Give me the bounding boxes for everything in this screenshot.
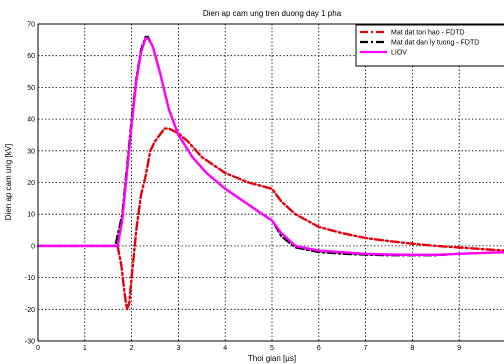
y-tick-label: 10 [27,212,35,219]
x-tick-label: 4 [223,345,227,352]
y-tick-label: 70 [27,22,35,29]
y-tick-label: 30 [27,148,35,155]
series-line-3 [36,37,504,257]
x-axis-label: Thoi gian [µs] [248,354,296,363]
legend-label: Mat dat ton hao - FDTD [391,30,465,37]
x-tick-label: 8 [410,345,414,352]
y-tick-label: 60 [27,53,35,60]
x-tick-label: 6 [317,345,321,352]
legend-box [355,24,504,67]
x-tick-label: 7 [364,345,368,352]
series-layer [36,35,504,311]
x-tick-labels: 0 1 2 3 4 5 6 7 8 9 [36,345,461,352]
x-tick-label: 2 [130,345,134,352]
x-tick-label: 5 [270,345,274,352]
y-tick-label: 0 [31,243,35,250]
y-tick-label: -20 [25,307,35,314]
legend-label: Mat dat dan ly tuong - FDTD [391,40,479,47]
y-tick-label: 40 [27,117,35,124]
chart-title: Dien ap cam ung tren duong day 1 pha [203,9,342,18]
x-tick-label: 3 [176,345,180,352]
legend: Mat dat ton hao - FDTD Mat dat dan ly tuo… [355,24,504,67]
x-tick-label: 1 [83,345,87,352]
y-tick-label: 20 [27,180,35,187]
y-tick-labels: -30 -20 -10 0 10 20 30 40 50 60 70 [25,22,35,346]
y-tick-label: -30 [25,339,35,346]
legend-label: LIOV [391,50,407,57]
y-axis-label: Dien ap cam ung [kV] [4,144,13,220]
y-tick-label: 50 [27,85,35,92]
x-tick-label: 9 [457,345,461,352]
plot-frame [37,23,504,342]
grid [38,24,504,341]
y-tick-label: -10 [25,275,35,282]
series-line-1 [36,127,504,311]
x-tick-label: 0 [36,345,40,352]
